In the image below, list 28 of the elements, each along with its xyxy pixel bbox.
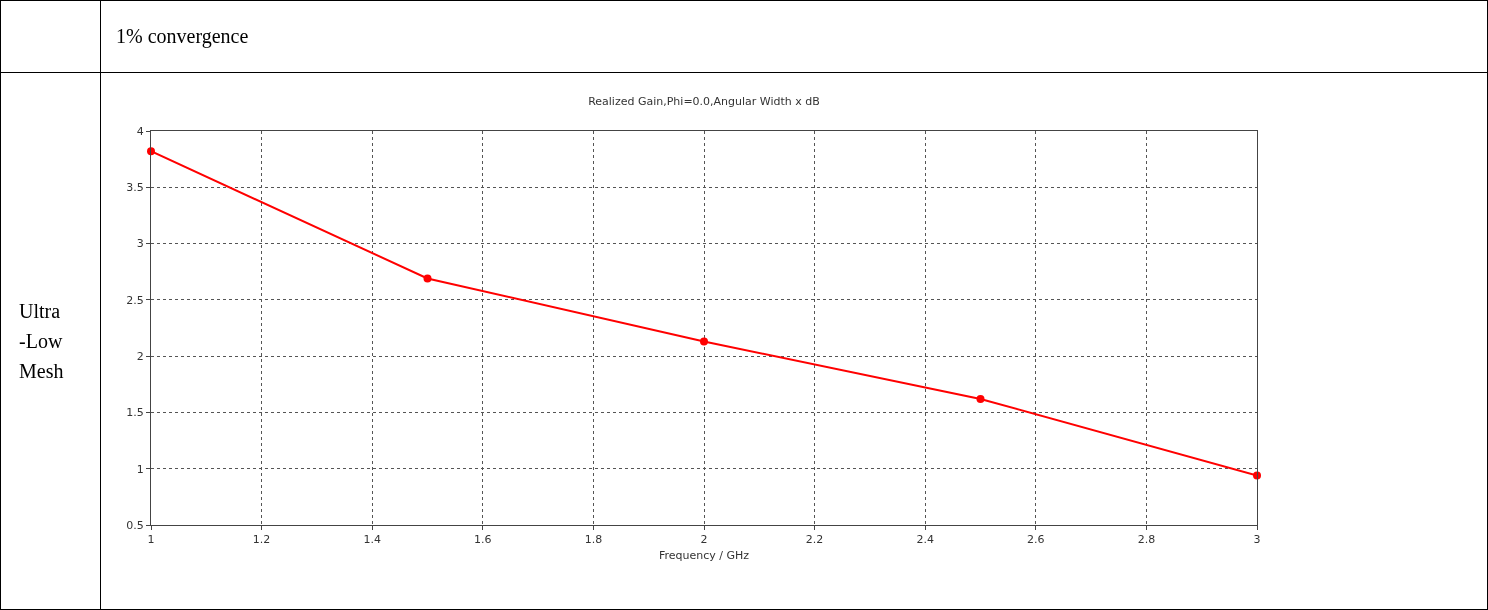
point: [976, 394, 985, 403]
point: [700, 337, 708, 346]
point: [423, 274, 432, 283]
x-tick-label: 2.8: [1137, 533, 1156, 547]
x-tick-label: 1.6: [474, 533, 492, 547]
point: [1253, 471, 1261, 480]
point: [147, 147, 155, 156]
text: Ultra -Low Mesh: [1, 73, 101, 609]
y-tick-label: 0.5: [126, 518, 144, 532]
y-tick-label: 3.5: [126, 181, 144, 195]
y-tick-label: 2.5: [126, 293, 144, 307]
x-tick-label: 1.2: [252, 533, 271, 547]
x-tick-label: 3: [1253, 533, 1261, 547]
y-tick-label: 1: [136, 462, 144, 476]
y-tick-label: 3: [136, 237, 144, 251]
x-tick-label: 2.4: [916, 533, 934, 547]
x-tick-label: 2: [700, 533, 708, 547]
y-tick-label: 4: [136, 124, 144, 138]
x-axis-title: Frequency / GHz: [658, 549, 750, 563]
x-tick-label: 2.2: [805, 533, 824, 547]
text: 1% convergence: [101, 1, 1487, 73]
y-tick-label: 2: [136, 349, 144, 363]
chart-title: Realized Gain,Phi=0.0,Angular Width x dB: [588, 94, 820, 108]
x-tick-label: 2.6: [1027, 533, 1045, 547]
x-tick-label: 1.8: [584, 533, 603, 547]
x-tick-label: 1.4: [363, 533, 381, 547]
y-tick-label: 1.5: [126, 406, 144, 420]
x-tick-label: 1: [147, 533, 155, 547]
